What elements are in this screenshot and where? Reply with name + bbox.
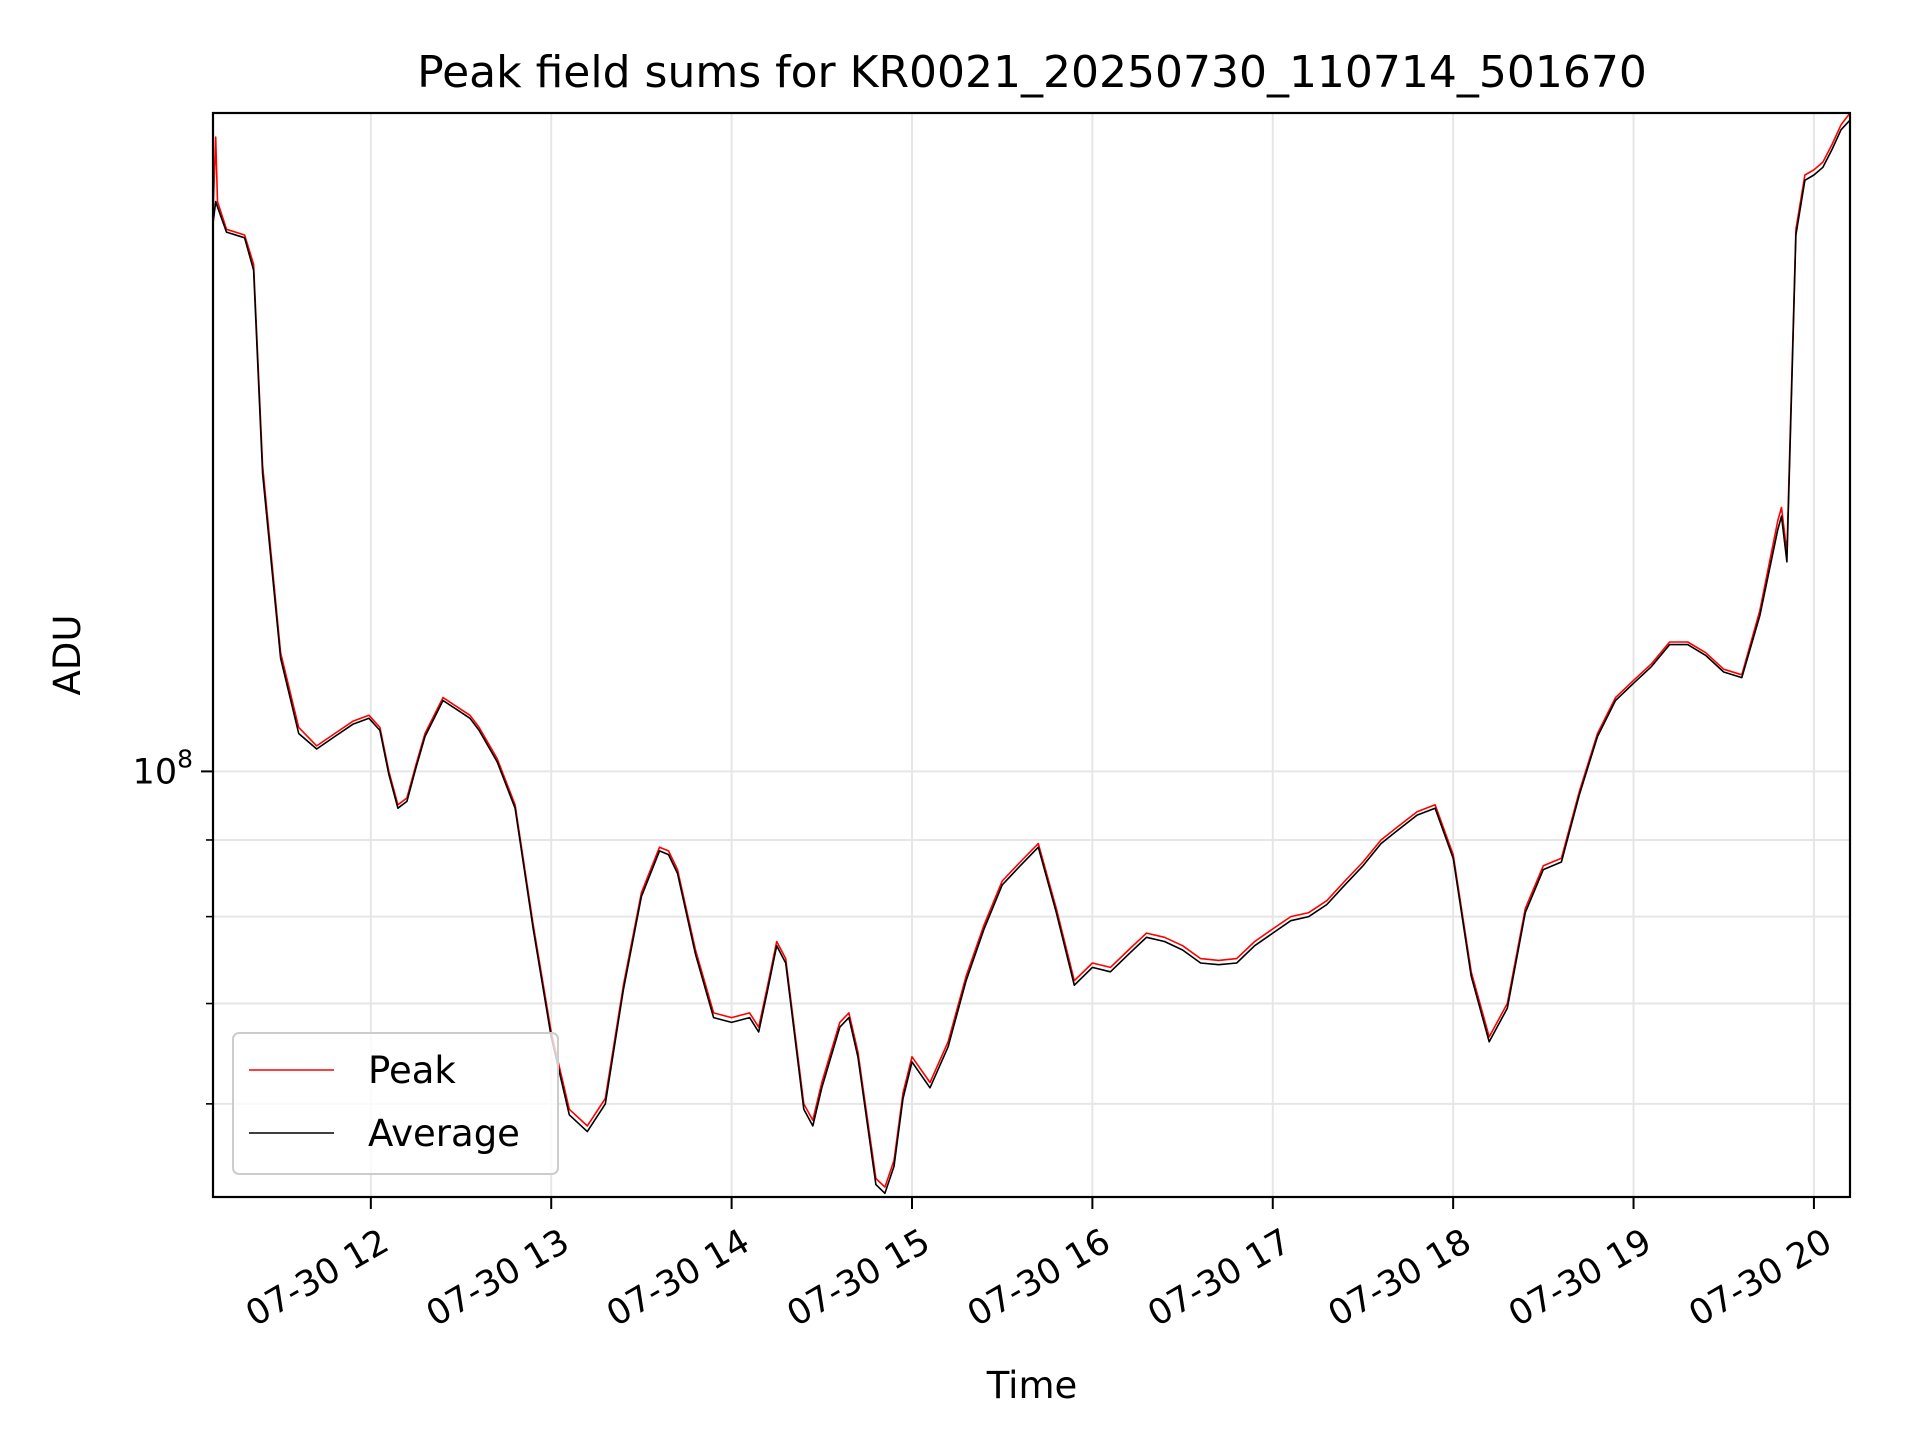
plot-frame <box>211 111 1852 1199</box>
legend-box <box>232 1032 559 1175</box>
chart-title: Peak field sums for KR0021_20250730_1107… <box>417 47 1647 98</box>
x-axis-label: Time <box>986 1364 1078 1407</box>
legend: Peak Average <box>232 1032 559 1175</box>
series-layer <box>212 112 1851 1195</box>
legend-average-label: Average <box>368 1112 520 1155</box>
series-line-peak <box>212 112 1851 1188</box>
y-axis-label: ADU <box>46 615 89 696</box>
y-tick-label: 108 <box>133 744 193 792</box>
legend-peak-label: Peak <box>368 1049 456 1092</box>
series-line-average <box>212 119 1851 1195</box>
